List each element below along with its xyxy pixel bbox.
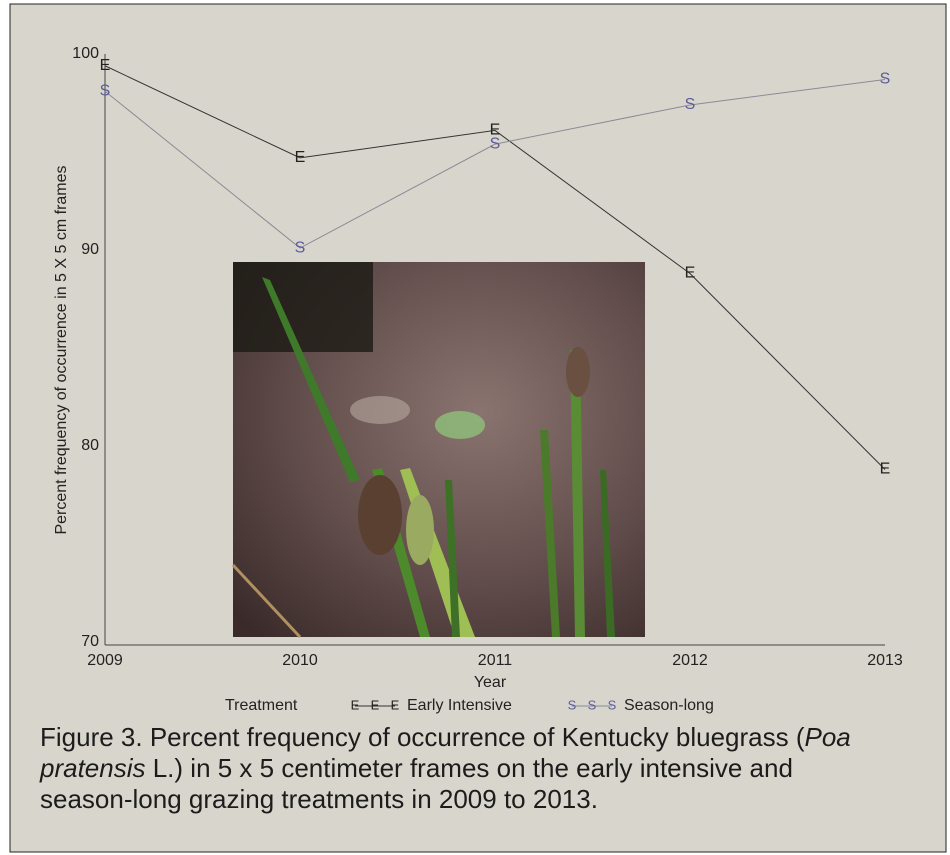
y-tick-label: 70 [81, 633, 99, 650]
marker: S [295, 239, 306, 256]
caption-italic: Poa pratensis [40, 722, 851, 783]
x-tick-label: 2009 [87, 652, 123, 669]
series-line [104, 78, 886, 249]
legend-marker: S [568, 697, 577, 712]
marker: E [100, 57, 111, 74]
legend-marker: S [608, 697, 617, 712]
x-tick-label: 2013 [867, 652, 903, 669]
caption: Figure 3. Percent frequency of occurrenc… [40, 722, 870, 815]
x-tick-label: 2011 [478, 652, 513, 669]
legend-marker: E [351, 697, 360, 712]
marker: E [490, 122, 501, 139]
y-tick-label: 100 [72, 45, 99, 62]
x-axis-label: Year [474, 674, 507, 691]
legend-marker: E [391, 697, 400, 712]
x-tick-label: 2010 [282, 652, 318, 669]
marker: S [490, 135, 501, 152]
series-line [104, 65, 886, 470]
marker: E [880, 461, 891, 478]
marker: E [295, 149, 306, 166]
legend-label: Season-long [624, 697, 714, 714]
legend-title: Treatment [225, 697, 298, 714]
legend-marker: E [371, 697, 380, 712]
y-tick-label: 90 [81, 241, 99, 258]
y-axis-label: Percent frequency of occurrence in 5 X 5… [53, 165, 70, 534]
legend-marker: S [588, 697, 597, 712]
caption-text: Figure 3. Percent frequency of occurrenc… [40, 722, 805, 752]
marker: S [685, 96, 696, 113]
y-tick-label: 80 [81, 437, 99, 454]
legend-label: Early Intensive [407, 697, 512, 714]
photo [231, 262, 645, 639]
caption-text: L.) in 5 x 5 centimeter frames on the ea… [40, 753, 793, 814]
marker: S [100, 82, 111, 99]
marker: E [685, 265, 696, 282]
x-tick-label: 2012 [672, 652, 708, 669]
marker: S [880, 71, 891, 88]
